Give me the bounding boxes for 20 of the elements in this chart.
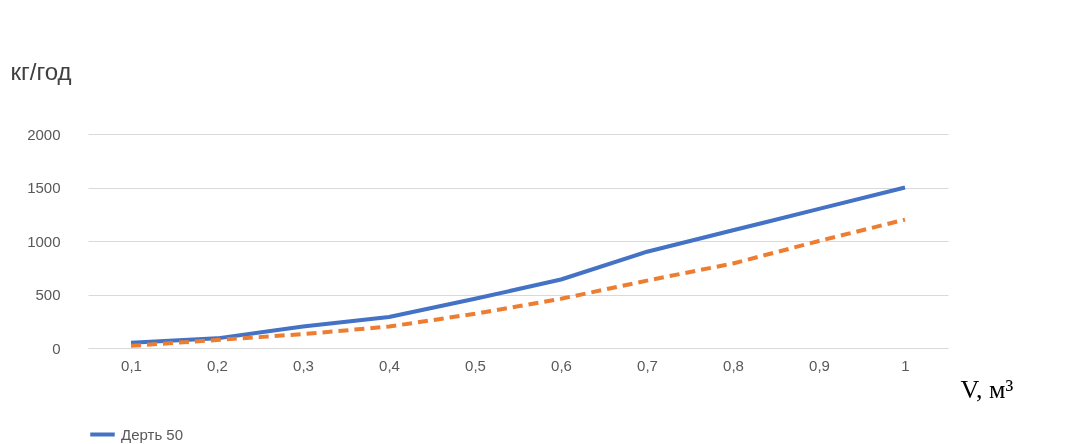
x-axis-title: V, м³ [960,374,1014,404]
y-tick-label: 1000 [27,232,61,250]
x-tick-label: 0,7 [637,356,658,374]
y-tick-label: 500 [35,286,61,303]
x-tick-label: 0,3 [293,356,314,374]
line-series [129,217,907,348]
x-tick-label: 0,9 [809,356,830,374]
x-tick-label: 0,8 [723,356,744,374]
y-axis-title: кг/год [10,57,72,85]
x-tick-label: 1 [901,356,910,374]
x-tick-label: 0,5 [465,356,486,374]
line-series [129,185,907,345]
x-tick-label: 0,4 [379,356,400,374]
x-tick-label: 0,6 [551,356,572,374]
y-tick-label: 2000 [27,125,61,143]
legend-label: Дерть 50 [121,425,184,443]
x-tick-label: 0,1 [121,356,142,374]
y-tick-label: 0 [52,339,61,357]
x-tick-label: 0,2 [207,356,228,374]
y-tick-label: 1500 [27,179,61,196]
